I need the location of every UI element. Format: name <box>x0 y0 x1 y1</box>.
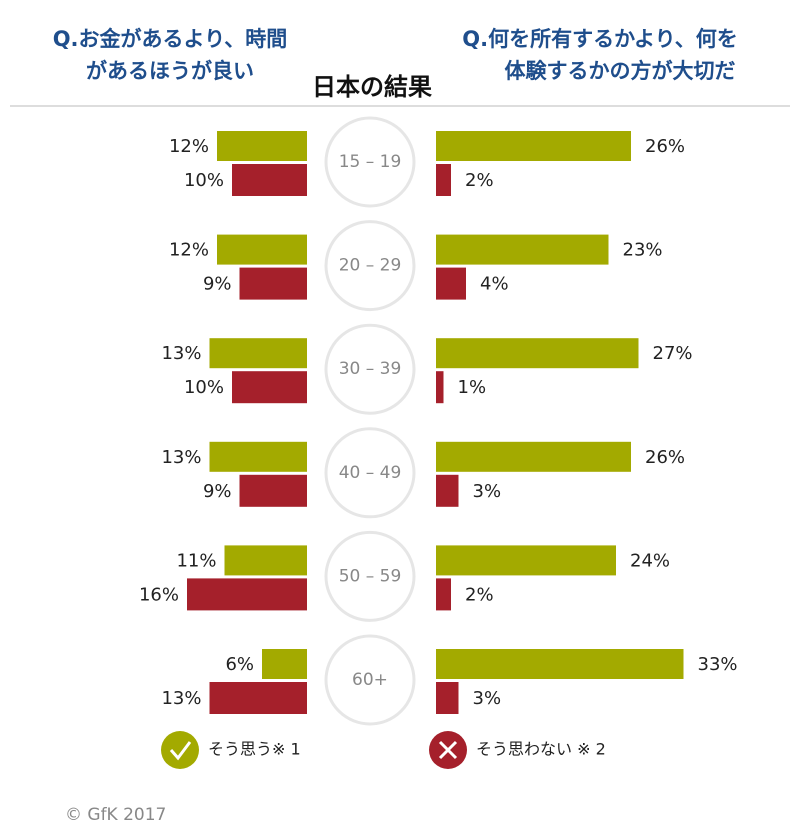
bar <box>436 371 444 404</box>
bar <box>436 578 451 611</box>
value-label: 2% <box>465 584 494 605</box>
left-question: があるほうが良い <box>86 59 254 83</box>
value-label: 10% <box>184 170 224 191</box>
bar <box>187 578 307 611</box>
value-label: 12% <box>169 240 209 261</box>
value-label: 12% <box>169 136 209 157</box>
right-question: Q.何を所有するかより、何を <box>462 27 738 51</box>
legend-label: そう思わない ※ 2 <box>476 740 606 759</box>
bar <box>239 474 307 507</box>
value-label: 26% <box>645 136 685 157</box>
age-circle <box>324 530 416 622</box>
value-label: 13% <box>161 688 201 709</box>
bar <box>436 267 466 300</box>
bar <box>224 545 307 576</box>
bar <box>209 338 307 369</box>
value-label: 2% <box>465 170 494 191</box>
bar <box>436 164 451 196</box>
category-label: 30 – 39 <box>339 359 402 379</box>
legend-check <box>169 741 192 761</box>
category-label: 60+ <box>352 670 388 690</box>
bar <box>436 545 616 576</box>
bar <box>436 682 459 714</box>
bar <box>436 474 459 507</box>
bar <box>232 371 307 404</box>
bar <box>239 267 307 300</box>
bar <box>209 682 307 714</box>
category-label: 20 – 29 <box>339 256 402 276</box>
category-label: 40 – 49 <box>339 463 402 483</box>
value-label: 13% <box>161 447 201 468</box>
age-circle <box>324 220 416 312</box>
bar <box>262 649 307 679</box>
age-circle <box>324 427 416 519</box>
value-label: 9% <box>203 481 232 502</box>
value-label: 33% <box>698 654 738 675</box>
bar <box>436 441 631 472</box>
value-label: 26% <box>645 447 685 468</box>
value-label: 9% <box>203 274 232 295</box>
bar <box>436 338 639 369</box>
legend-cross <box>438 740 458 760</box>
value-label: 16% <box>139 584 179 605</box>
value-label: 23% <box>623 240 663 261</box>
value-label: 27% <box>653 343 693 364</box>
category-label: 15 – 19 <box>339 152 402 172</box>
age-circle <box>324 323 416 415</box>
chart-title: 日本の結果 <box>312 73 432 101</box>
left-question: Q.お金があるより、時間 <box>53 27 288 51</box>
age-circle <box>324 116 416 208</box>
value-label: 24% <box>630 550 670 571</box>
bar <box>209 441 307 472</box>
value-label: 3% <box>473 688 502 709</box>
bar <box>436 649 684 679</box>
footer: © GfK 2017 <box>65 805 166 825</box>
right-question: 体験するかの方が大切だ <box>505 59 736 83</box>
legend-icon <box>161 731 199 769</box>
bar <box>436 131 631 161</box>
bar <box>232 164 307 196</box>
bar <box>217 234 307 265</box>
bar <box>217 131 307 161</box>
value-label: 11% <box>176 550 216 571</box>
legend-label: そう思う※ 1 <box>208 740 301 759</box>
bar <box>436 234 609 265</box>
value-label: 1% <box>458 377 487 398</box>
value-label: 6% <box>225 654 254 675</box>
value-label: 4% <box>480 274 509 295</box>
value-label: 13% <box>161 343 201 364</box>
value-label: 10% <box>184 377 224 398</box>
age-circle <box>324 634 416 726</box>
category-label: 50 – 59 <box>339 566 402 586</box>
value-label: 3% <box>473 481 502 502</box>
